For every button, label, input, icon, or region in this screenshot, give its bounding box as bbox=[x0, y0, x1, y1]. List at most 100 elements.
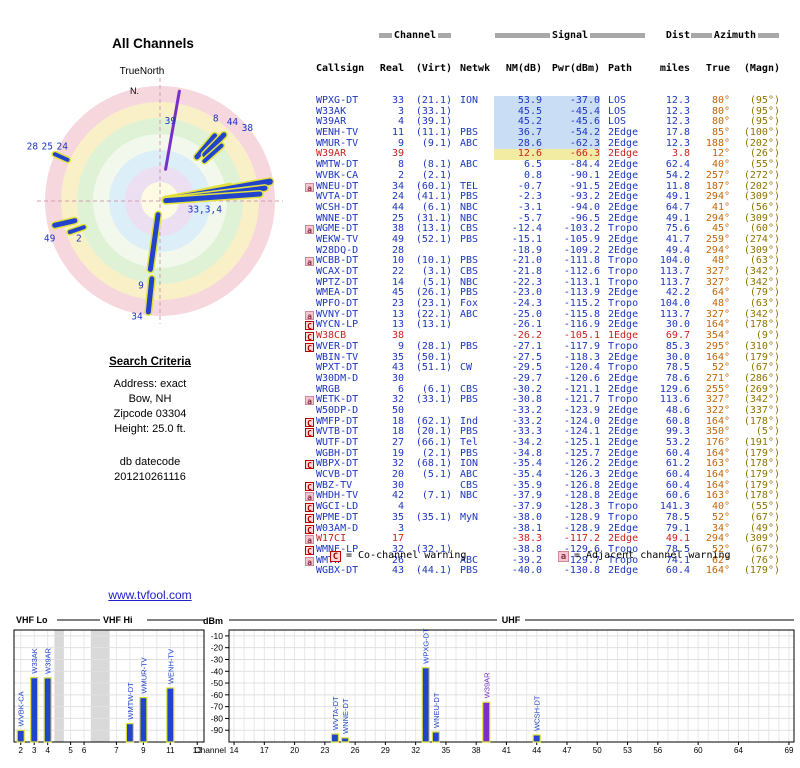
dbm-tick-label: -30 bbox=[211, 654, 224, 664]
cell-taz: 62° bbox=[711, 554, 730, 566]
tvfool-link[interactable]: www.tvfool.com bbox=[108, 588, 192, 602]
cell-real: 4 bbox=[397, 116, 404, 128]
table-row: WPFO-DT 23 (23.1) Fox -24.3 -115.2 Tropo 104.0 4… bbox=[305, 298, 797, 310]
cell-nm: -38.0 bbox=[511, 511, 542, 523]
cell-dist: 60.8 bbox=[665, 415, 690, 427]
cell-w bbox=[305, 438, 316, 449]
radar-channel-label: 2 bbox=[76, 233, 82, 244]
channel-tick-label: 50 bbox=[593, 746, 602, 755]
cell-taz: 80° bbox=[711, 116, 730, 128]
group-header-channel: Channel bbox=[378, 30, 452, 41]
cell-pwr: -117.9 bbox=[563, 340, 600, 352]
cell-cs: WMEA-DT bbox=[316, 287, 359, 299]
cell-nm: -22.3 bbox=[511, 276, 542, 288]
group-header-azimuth: Azimuth bbox=[690, 30, 780, 41]
cell-path: 2Edge bbox=[608, 159, 639, 171]
spectrum-bar-label: WVTA-DT bbox=[331, 696, 340, 730]
cell-real: 38 bbox=[391, 223, 404, 235]
cell-virt: (60.1) bbox=[415, 180, 452, 192]
cell-path: 2Edge bbox=[608, 383, 639, 395]
co-channel-warning-marker: C bbox=[305, 417, 314, 428]
cell-real: 32 bbox=[391, 394, 404, 406]
table-row: WNNE-DT 25 (31.1) NBC -5.7 -96.5 2Edge 49.1 294°… bbox=[305, 213, 797, 225]
cell-real: 18 bbox=[391, 415, 404, 427]
radar-beam bbox=[202, 132, 227, 158]
cell-virt: (52.1) bbox=[415, 233, 452, 245]
spectrum-bar-label: WMUR-TV bbox=[139, 657, 148, 693]
channel-tick-label: 47 bbox=[563, 746, 572, 755]
cell-path: 2Edge bbox=[608, 479, 639, 491]
cell-w bbox=[305, 566, 316, 577]
cell-cs: W50DP-D bbox=[316, 404, 359, 416]
cell-cs: WRGB bbox=[316, 383, 341, 395]
cell-w bbox=[305, 288, 316, 299]
channel-tick-label: 14 bbox=[230, 746, 239, 755]
cell-virt: (44.1) bbox=[415, 565, 452, 577]
cell-net: PBS bbox=[460, 233, 479, 245]
spectrum-bar-label: WVBK-CA bbox=[17, 691, 26, 726]
cell-maz: (63°) bbox=[749, 255, 780, 267]
adjacent-channel-warning-marker: a bbox=[305, 257, 314, 267]
cell-net: TEL bbox=[460, 180, 479, 192]
channel-tick-label: 38 bbox=[472, 746, 481, 755]
cell-dist: 62.4 bbox=[665, 159, 690, 171]
cell-maz: (342°) bbox=[743, 394, 780, 406]
cell-real: 22 bbox=[391, 266, 404, 277]
table-row: WVTA-DT 24 (41.1) PBS -2.3 -93.2 2Edge 49.1 294°… bbox=[305, 191, 797, 203]
cell-cs: WPTZ-DT bbox=[316, 276, 359, 288]
cell-pwr: -124.0 bbox=[563, 415, 600, 427]
cell-cs: W39AR bbox=[316, 148, 347, 160]
cell-net: ABC bbox=[460, 469, 479, 481]
table-row: WMEA-DT 45 (26.1) PBS -23.0 -113.9 2Edge 42.2 64… bbox=[305, 288, 797, 299]
cell-real: 34 bbox=[391, 180, 404, 192]
cell-net bbox=[452, 353, 494, 364]
cell-dist: 60.4 bbox=[665, 447, 690, 459]
cell-w: C bbox=[305, 427, 316, 438]
cell-dist: 85.3 bbox=[665, 340, 690, 352]
cell-maz: (49°) bbox=[749, 522, 780, 534]
cell-virt: (13.1) bbox=[415, 319, 452, 331]
cell-maz: (26°) bbox=[749, 148, 780, 160]
table-row: C WMNE-LP 32 (32.1) -38.8 -129.6 Tropo 78.5 52° (… bbox=[305, 543, 797, 556]
cell-w: C bbox=[305, 545, 316, 556]
radar-beam bbox=[52, 152, 70, 162]
cell-real: 43 bbox=[391, 362, 404, 374]
cell-real: 3 bbox=[397, 522, 404, 534]
co-channel-warning-marker: C bbox=[305, 545, 314, 556]
cell-virt: (68.1) bbox=[415, 458, 452, 470]
cell-nm: -21.0 bbox=[511, 255, 542, 267]
cell-net: ION bbox=[460, 458, 479, 470]
cell-pwr: -129.6 bbox=[563, 543, 600, 555]
cell-taz: 163° bbox=[705, 458, 730, 470]
uhf-plot-box bbox=[228, 629, 795, 743]
cell-w bbox=[305, 107, 316, 118]
cell-real: 43 bbox=[391, 565, 404, 577]
cell-real: 38 bbox=[391, 330, 404, 342]
cell-net: ABC bbox=[460, 554, 479, 566]
cell-virt: (21.1) bbox=[415, 95, 452, 106]
cell-taz: 164° bbox=[705, 565, 730, 577]
cell-net: PBS bbox=[460, 426, 479, 438]
cell-pwr: -45.6 bbox=[542, 117, 600, 129]
spectrum-chart: -10 -20-30 -40 -50 -60 -70-80 -90 dBm VHF Lo VHF … bbox=[13, 615, 795, 755]
radar-channel-label: 9 bbox=[138, 280, 144, 291]
cell-path: 2Edge bbox=[608, 447, 639, 459]
cell-maz: (274°) bbox=[743, 233, 780, 245]
spectrum-bar bbox=[482, 701, 491, 743]
cell-net bbox=[452, 320, 494, 331]
cell-virt: (33.1) bbox=[415, 394, 452, 406]
cell-cs: W03AM-D bbox=[316, 522, 359, 534]
col-header-nm: NM(dB) bbox=[505, 63, 542, 74]
spectrum-bar-label: WCSH-DT bbox=[533, 695, 542, 731]
cell-nm: -29.7 bbox=[511, 372, 542, 384]
header-dash-bar bbox=[691, 33, 712, 38]
cell-cs: WGCI-LD bbox=[316, 501, 359, 513]
cell-dist: 49.1 bbox=[665, 191, 690, 203]
cell-nm: -27.1 bbox=[511, 340, 542, 352]
cell-nm: -38.8 bbox=[511, 543, 542, 555]
cell-net: CBS bbox=[460, 479, 479, 491]
cell-nm: -30.8 bbox=[511, 394, 542, 406]
cell-net: PBS bbox=[460, 340, 479, 352]
db-datecode-label: db datecode bbox=[119, 456, 181, 468]
cell-real: 20 bbox=[391, 469, 404, 481]
